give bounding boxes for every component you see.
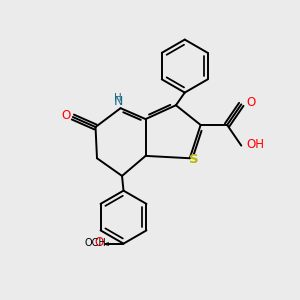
Text: OH: OH bbox=[247, 139, 265, 152]
Text: OCH₃: OCH₃ bbox=[85, 238, 110, 248]
Text: N: N bbox=[113, 94, 123, 108]
Text: S: S bbox=[189, 153, 199, 166]
Text: O: O bbox=[62, 109, 71, 122]
Text: O: O bbox=[247, 96, 256, 110]
Text: O: O bbox=[94, 236, 104, 249]
Text: H: H bbox=[114, 93, 122, 103]
